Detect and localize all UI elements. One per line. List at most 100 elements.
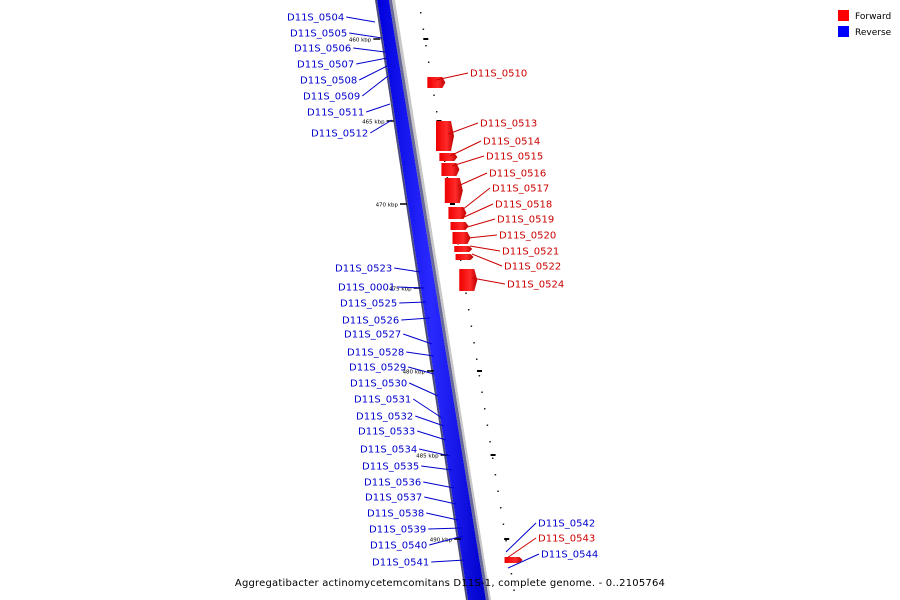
gene-label-d11s-0518[interactable]: D11S_0518 [495,200,552,211]
gene-label-d11s-0521[interactable]: D11S_0521 [502,247,559,258]
gene-label-d11s-0524[interactable]: D11S_0524 [507,280,564,291]
forward-gene-block [452,232,471,244]
leader-line [461,203,494,219]
scale-tick-outer [449,203,455,205]
minor-tick [419,12,422,14]
leader-line [424,496,457,505]
gene-label-d11s-0507[interactable]: D11S_0507 [297,60,354,71]
gene-label-d11s-0541[interactable]: D11S_0541 [372,558,429,569]
scale-tick-outer [476,370,482,372]
gene-label-d11s-0535[interactable]: D11S_0535 [362,462,419,473]
gene-label-d11s-0522[interactable]: D11S_0522 [504,262,561,273]
gene-label-d11s-0533[interactable]: D11S_0533 [358,427,415,438]
minor-tick [497,490,499,492]
minor-tick [513,589,515,591]
leader-line [356,57,388,65]
minor-tick [443,160,446,162]
gene-label-d11s-0513[interactable]: D11S_0513 [480,119,537,130]
gene-label-d11s-0001[interactable]: D11S_0001 [338,283,395,294]
leader-line [401,317,431,321]
forward-gene-block [427,77,446,88]
leader-line [408,366,435,375]
gene-label-d11s-0542[interactable]: D11S_0542 [538,519,595,530]
gene-label-d11s-0544[interactable]: D11S_0544 [541,550,598,561]
gene-label-d11s-0519[interactable]: D11S_0519 [497,215,554,226]
forward-gene-block [504,557,523,563]
gene-label-d11s-0539[interactable]: D11S_0539 [369,525,426,536]
leader-line [449,140,482,157]
leader-line [409,382,439,397]
gene-label-d11s-0516[interactable]: D11S_0516 [489,169,546,180]
gene-label-d11s-0517[interactable]: D11S_0517 [492,184,549,195]
gene-label-d11s-0509[interactable]: D11S_0509 [303,92,360,103]
scale-tick-outer [423,38,429,40]
leader-line [397,286,425,289]
minor-tick [427,61,430,63]
legend: Forward Reverse [838,10,892,38]
leader-line [353,47,386,53]
gene-label-d11s-0543[interactable]: D11S_0543 [538,534,595,545]
forward-gene-block [435,121,454,151]
gene-label-d11s-0514[interactable]: D11S_0514 [483,137,540,148]
minor-tick [435,111,438,113]
minor-tick [465,292,467,294]
gene-label-d11s-0540[interactable]: D11S_0540 [370,541,427,552]
gene-label-d11s-0529[interactable]: D11S_0529 [349,363,406,374]
gene-label-d11s-0523[interactable]: D11S_0523 [335,264,392,275]
leader-line [506,537,537,559]
gene-label-d11s-0531[interactable]: D11S_0531 [354,395,411,406]
leader-line [419,448,451,457]
forward-gene-block [455,254,474,260]
leader-line [412,398,443,419]
scale-label: 465 kbp [362,120,385,126]
legend-reverse-label: Reverse [855,28,892,38]
gene-label-d11s-0520[interactable]: D11S_0520 [499,231,556,242]
leader-line [403,333,433,345]
gene-label-d11s-0511[interactable]: D11S_0511 [307,108,364,119]
minor-tick [473,342,475,344]
minor-tick [478,375,481,377]
leader-line [415,415,445,427]
minor-tick [486,424,489,426]
leader-line [346,16,376,23]
legend-forward-label: Forward [855,12,891,22]
gene-label-d11s-0532[interactable]: D11S_0532 [356,412,413,423]
gene-label-d11s-0508[interactable]: D11S_0508 [300,76,357,87]
leader-lines [346,16,540,569]
gene-labels: D11S_0504 D11S_0505 D11S_0506 D11S_0507 D11S… [287,13,598,569]
gene-label-d11s-0525[interactable]: D11S_0525 [340,299,397,310]
minor-tick [470,325,473,327]
minor-tick [446,177,449,179]
gene-label-d11s-0530[interactable]: D11S_0530 [350,379,407,390]
leader-line [507,553,540,569]
gene-label-d11s-0537[interactable]: D11S_0537 [365,493,422,504]
leader-line [406,351,435,357]
leader-line [469,245,501,252]
gene-label-d11s-0512[interactable]: D11S_0512 [311,129,368,140]
gene-label-d11s-0536[interactable]: D11S_0536 [364,478,421,489]
gene-label-d11s-0506[interactable]: D11S_0506 [294,44,351,55]
legend-reverse-swatch [838,26,849,37]
leader-line [361,75,389,97]
gene-label-d11s-0526[interactable]: D11S_0526 [342,316,399,327]
leader-line [399,301,427,304]
gene-label-d11s-0538[interactable]: D11S_0538 [367,509,424,520]
gene-label-d11s-0527[interactable]: D11S_0527 [344,330,401,341]
gene-label-d11s-0515[interactable]: D11S_0515 [486,152,543,163]
gene-label-d11s-0528[interactable]: D11S_0528 [347,348,404,359]
gene-label-d11s-0534[interactable]: D11S_0534 [360,445,417,456]
leader-line [426,512,459,521]
forward-gene-block [441,163,460,176]
gene-label-d11s-0504[interactable]: D11S_0504 [287,13,344,24]
minor-tick [489,441,491,443]
leader-line [431,559,466,563]
gene-label-d11s-0505[interactable]: D11S_0505 [290,29,347,40]
leader-line [359,65,388,81]
map-caption: Aggregatibacter actinomycetemcomitans D1… [234,578,666,589]
forward-gene-block [450,222,469,230]
minor-tick [510,573,513,575]
gene-label-d11s-0510[interactable]: D11S_0510 [470,69,527,80]
minor-tick [475,358,478,360]
scale-label: 480 kbp [403,370,426,376]
scale-tick-outer [504,538,510,540]
